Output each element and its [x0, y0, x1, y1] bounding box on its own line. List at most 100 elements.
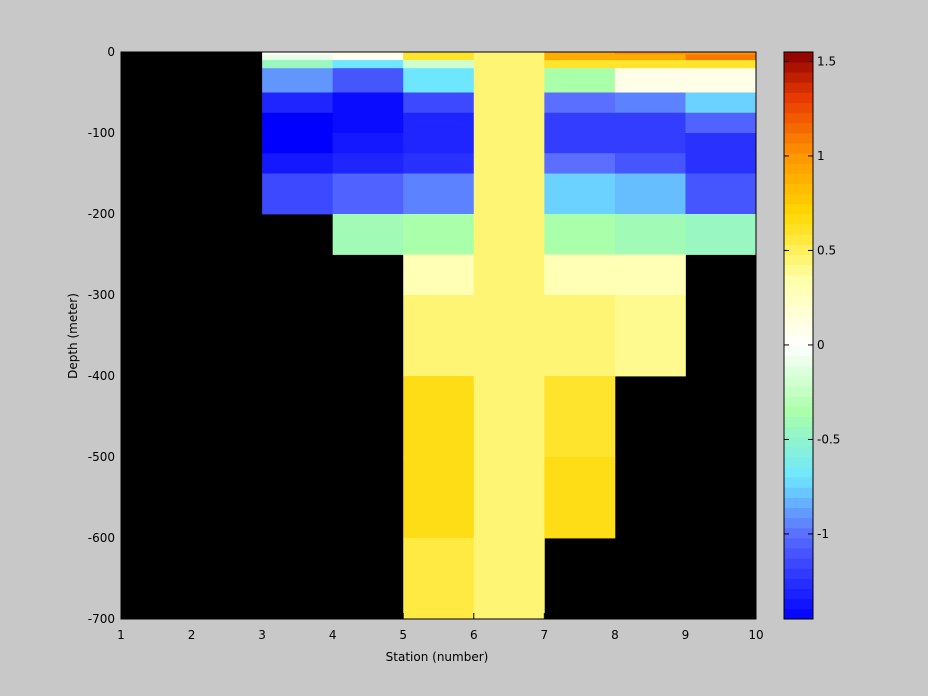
colorbar-swatch	[784, 608, 813, 620]
colorbar-swatch	[784, 163, 813, 174]
heatmap-cell	[332, 52, 404, 55]
colorbar-swatch	[784, 588, 813, 600]
heatmap-cell	[332, 173, 404, 215]
colorbar-swatch	[784, 264, 813, 276]
colorbar-swatch	[784, 122, 813, 134]
heatmap-cell	[544, 173, 616, 215]
heatmap-cell	[614, 153, 686, 174]
heatmap-cell	[403, 92, 475, 114]
colorbar: 1.5 1 0.5 0 -0.5 -1	[783, 51, 840, 620]
heatmap-cell	[262, 133, 334, 154]
heatmap-cell	[332, 214, 404, 255]
heatmap-cell	[544, 376, 616, 458]
colorbar-swatch	[784, 92, 813, 104]
x-tick-label: 8	[611, 628, 619, 642]
colorbar-swatch	[784, 244, 813, 255]
heatmap-cell	[544, 214, 616, 255]
colorbar-swatch	[784, 224, 813, 235]
heatmap-cell	[544, 76, 616, 93]
heatmap-cell	[685, 214, 757, 255]
heatmap-cell	[473, 376, 545, 458]
heatmap-cell	[262, 52, 334, 55]
heatmap-cell	[614, 112, 686, 134]
heatmap-cell	[332, 54, 404, 61]
heatmap-cell	[403, 133, 475, 154]
heatmap-cell	[614, 295, 686, 377]
colorbar-swatch	[784, 507, 813, 519]
heatmap-cell	[403, 376, 475, 458]
colorbar-tick-label: 1.5	[817, 54, 836, 68]
heatmap-cell	[262, 68, 334, 77]
heatmap-cell	[473, 457, 545, 539]
heatmap-cell	[685, 60, 757, 69]
colorbar-swatch	[784, 548, 813, 559]
heatmap-cell	[403, 54, 475, 61]
x-tick-label: 10	[748, 628, 763, 642]
heatmap-cell	[544, 254, 616, 296]
heatmap-cell	[473, 112, 545, 134]
x-tick-label: 4	[329, 628, 337, 642]
axes-border	[120, 51, 757, 620]
heatmap-cell	[473, 295, 545, 377]
colorbar-tick-label: -0.5	[817, 432, 840, 446]
heatmap-cell	[614, 68, 686, 77]
heatmap-cell	[332, 92, 404, 114]
heatmap-cell	[332, 133, 404, 154]
axes-frame	[120, 51, 757, 620]
colorbar-swatch	[784, 598, 813, 610]
heatmap-cell	[262, 60, 334, 69]
colorbar-swatch	[784, 62, 813, 73]
colorbar-swatch	[784, 274, 813, 286]
heatmap-cell	[473, 68, 545, 77]
heatmap-cell	[262, 153, 334, 174]
heatmap-cell	[473, 92, 545, 114]
heatmap-cell	[614, 60, 686, 69]
heatmap-cell	[332, 68, 404, 77]
x-tick-label: 1	[117, 628, 125, 642]
colorbar-swatch	[784, 416, 813, 428]
colorbar-swatch	[784, 396, 813, 407]
colorbar-swatch	[784, 325, 813, 336]
heatmap-cell	[685, 92, 757, 114]
y-tick-label: -700	[88, 612, 115, 626]
heatmap-cell	[544, 457, 616, 539]
colorbar-swatch	[784, 173, 813, 185]
heatmap-cell	[685, 112, 757, 134]
heatmap-cell	[403, 52, 475, 55]
heatmap-cell	[614, 173, 686, 215]
heatmap-cell	[614, 52, 686, 55]
heatmap-cells	[262, 52, 757, 620]
heatmap-cell	[685, 76, 757, 93]
y-axis-ticks: 0 -100 -200 -300 -400 -500 -600 -700	[88, 45, 127, 626]
colorbar-swatch	[784, 487, 813, 498]
colorbar-swatch	[784, 436, 813, 448]
colorbar-swatch	[784, 254, 813, 266]
colorbar-swatch	[784, 558, 813, 569]
heatmap-cell	[473, 153, 545, 174]
heatmap-cell	[544, 295, 616, 377]
heatmap-cell	[544, 133, 616, 154]
heatmap-cell	[403, 153, 475, 174]
colorbar-swatch	[784, 538, 813, 549]
colorbar-swatch	[784, 234, 813, 245]
heatmap-cell	[473, 52, 545, 55]
colorbar-swatch	[784, 335, 813, 347]
colorbar-swatch	[784, 102, 813, 114]
heatmap-cell	[262, 54, 334, 61]
colorbar-swatch	[784, 376, 813, 387]
colorbar-swatch	[784, 295, 813, 306]
heatmap-cell	[685, 52, 757, 55]
heatmap-cell	[332, 60, 404, 69]
heatmap-cell	[262, 112, 334, 134]
colorbar-swatch	[784, 112, 813, 124]
x-tick-label: 9	[682, 628, 690, 642]
heatmap-cell	[403, 538, 475, 620]
colorbar-swatch	[784, 52, 813, 63]
y-axis-label: Depth (meter)	[66, 293, 80, 379]
heatmap-cell	[685, 133, 757, 154]
heatmap-cell	[332, 112, 404, 134]
heatmap-cell	[262, 92, 334, 114]
heatmap-cell	[332, 76, 404, 93]
colorbar-swatch	[784, 203, 813, 215]
